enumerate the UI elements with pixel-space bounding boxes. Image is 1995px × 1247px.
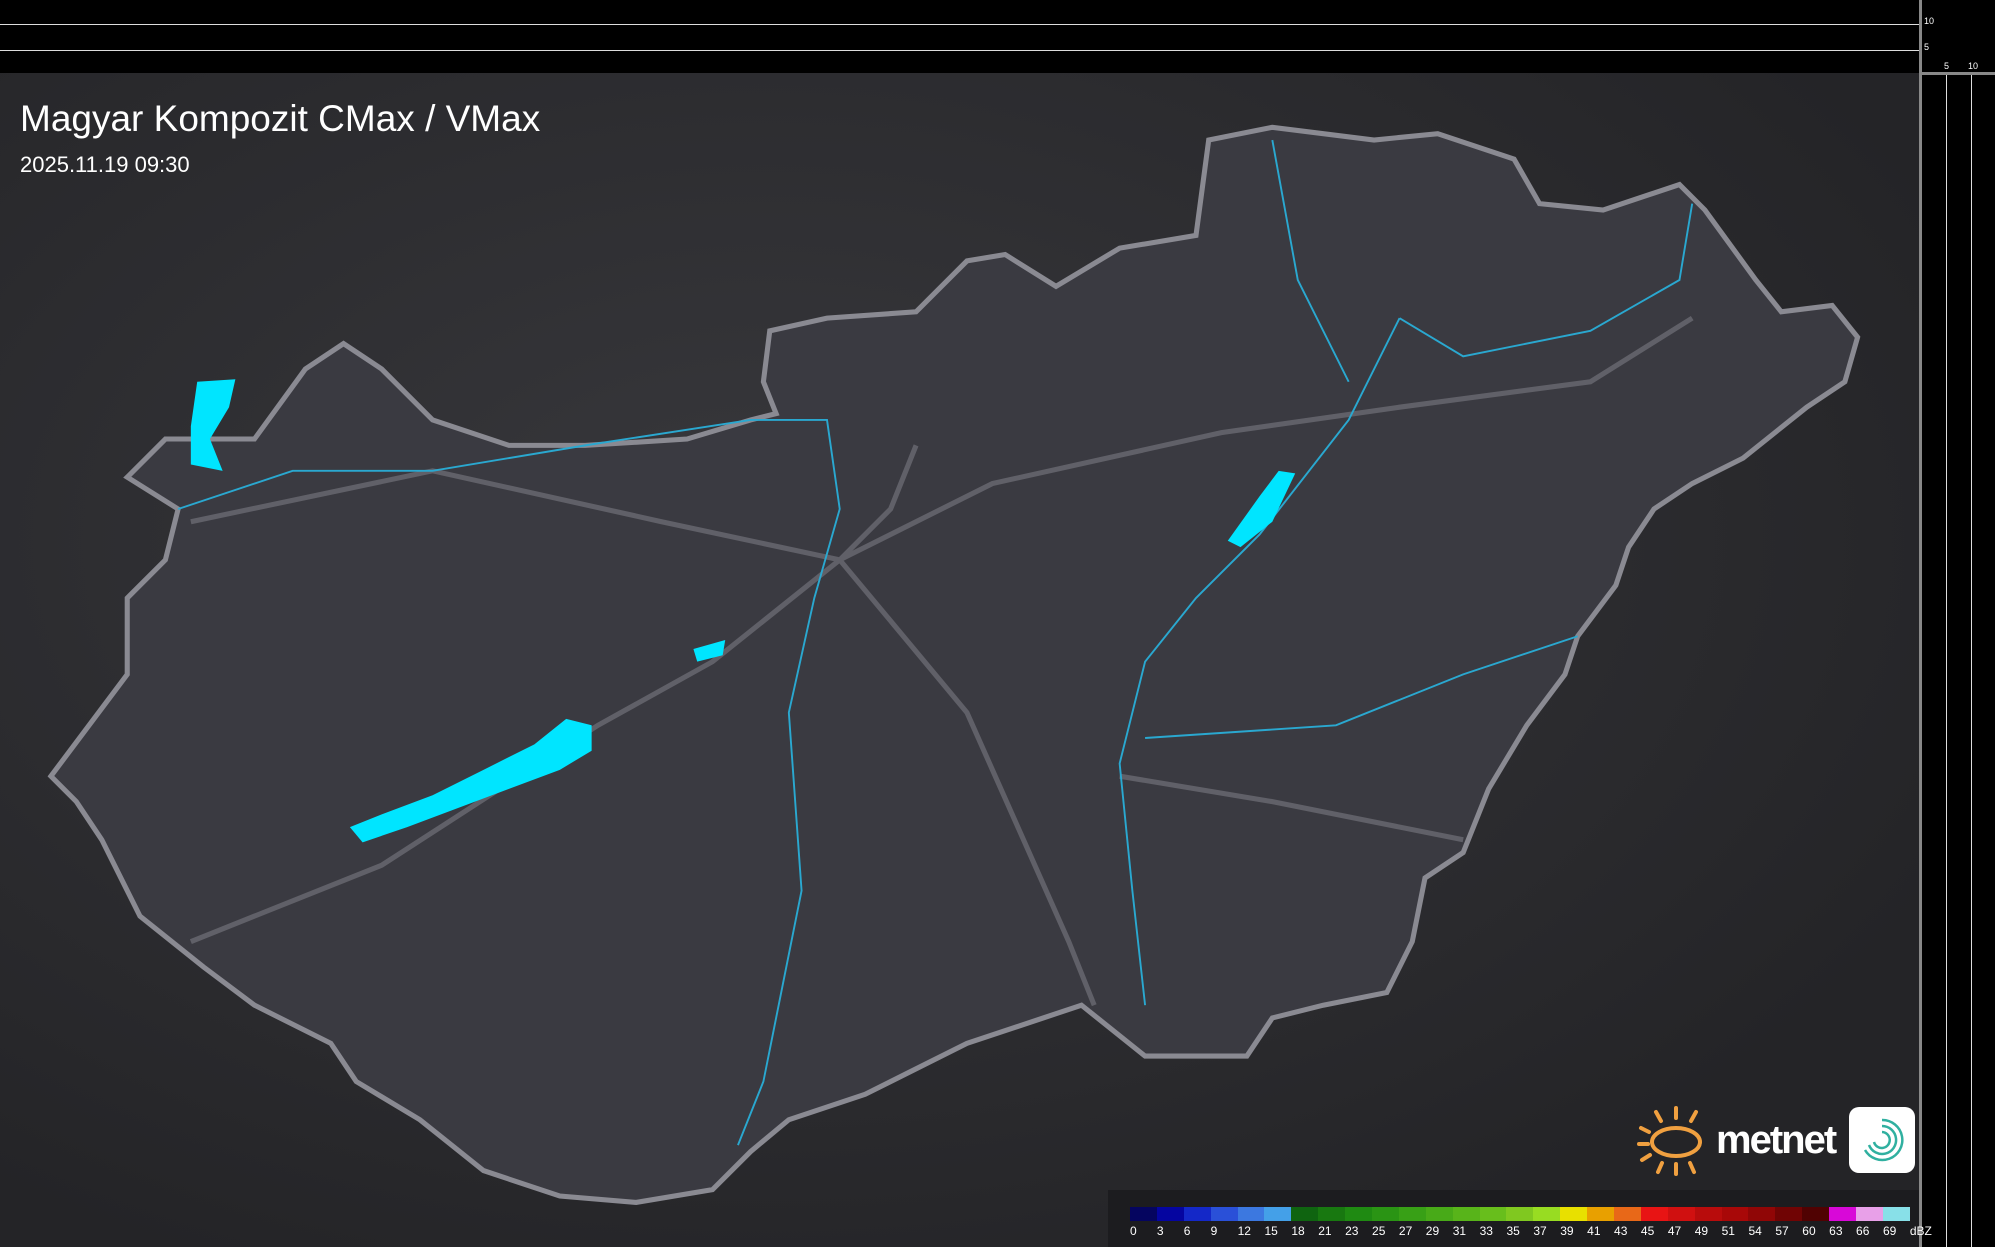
tick-label: 5 xyxy=(1944,61,1950,71)
scale-swatch xyxy=(1640,1207,1668,1221)
scale-swatch xyxy=(1614,1207,1641,1221)
scale-swatch xyxy=(1882,1207,1910,1221)
lake-tisza xyxy=(1227,470,1296,548)
scale-label: 35 xyxy=(1506,1224,1520,1238)
scale-label: 33 xyxy=(1479,1224,1493,1238)
scale-swatch xyxy=(1479,1207,1507,1221)
scale-label: 15 xyxy=(1264,1224,1278,1238)
scale-swatch xyxy=(1587,1207,1615,1221)
lake-velence xyxy=(693,640,726,662)
scale-label: 25 xyxy=(1372,1224,1386,1238)
country-hungary xyxy=(47,124,1861,1205)
scale-swatch xyxy=(1560,1207,1588,1221)
roads xyxy=(189,315,1694,1007)
panel-separator xyxy=(1919,72,1995,75)
scale-swatch xyxy=(1237,1207,1265,1221)
scale-label: 57 xyxy=(1775,1224,1789,1238)
scale-label: 27 xyxy=(1398,1224,1413,1238)
scale-swatch xyxy=(1345,1207,1373,1221)
scale-label: 39 xyxy=(1560,1224,1574,1238)
scale-label: 31 xyxy=(1452,1224,1467,1238)
gridline-5 xyxy=(0,50,1919,51)
scale-label: 63 xyxy=(1829,1224,1843,1238)
scale-label: 51 xyxy=(1721,1224,1735,1238)
scale-label: 69 xyxy=(1882,1224,1897,1238)
scale-swatch xyxy=(1318,1207,1346,1221)
radar-map[interactable] xyxy=(0,73,1919,1247)
scale-swatch xyxy=(1291,1207,1319,1221)
scale-label: 9 xyxy=(1210,1224,1218,1238)
lakes xyxy=(190,379,1296,843)
profile-side-panel: 10 5 5 10 xyxy=(1919,0,1995,1247)
map-title: Magyar Kompozit CMax / VMax xyxy=(20,98,541,139)
lake-neusiedl xyxy=(190,379,236,471)
app-logo xyxy=(1849,1107,1916,1173)
gridline-5 xyxy=(1946,75,1947,1247)
scale-label: 3 xyxy=(1156,1224,1164,1238)
scale-swatch xyxy=(1667,1207,1695,1221)
scale-swatch xyxy=(1425,1207,1453,1221)
tick-label: 5 xyxy=(1924,42,1930,52)
scale-swatch xyxy=(1775,1207,1803,1221)
scale-swatch xyxy=(1398,1207,1426,1221)
scale-swatch xyxy=(1829,1207,1857,1221)
scale-swatch xyxy=(1802,1207,1830,1221)
scale-label: 66 xyxy=(1856,1224,1870,1238)
scale-swatch xyxy=(1130,1207,1157,1221)
scale-swatch xyxy=(1372,1207,1399,1221)
tick-label: 10 xyxy=(1968,61,1979,71)
scale-label: 43 xyxy=(1614,1224,1628,1238)
sun-icon xyxy=(1637,1106,1702,1176)
scale-label: 23 xyxy=(1345,1224,1359,1238)
scale-label: 12 xyxy=(1237,1224,1251,1238)
gridline-10 xyxy=(0,24,1919,25)
swirl-icon xyxy=(1864,1118,1904,1162)
scale-swatch xyxy=(1506,1207,1534,1221)
gridline-10 xyxy=(1971,75,1972,1247)
scale-swatch xyxy=(1694,1207,1722,1221)
dbz-legend: 0 3 6 9 12 15 18 21 23 25 27 29 31 33 35 37 39 41 43 45 47 49… xyxy=(1108,1190,1932,1247)
scale-label: 49 xyxy=(1694,1224,1709,1238)
scale-swatch xyxy=(1748,1207,1776,1221)
scale-label: 0 xyxy=(1130,1224,1137,1238)
metnet-logo: metnet xyxy=(1636,1104,1916,1176)
scale-swatch xyxy=(1721,1207,1749,1221)
color-scale xyxy=(1130,1207,1910,1221)
lake-balaton xyxy=(349,718,592,843)
scale-label: 6 xyxy=(1183,1224,1191,1238)
scale-swatch xyxy=(1264,1207,1292,1221)
scale-swatch xyxy=(1533,1207,1561,1221)
tick-label: 10 xyxy=(1924,16,1935,26)
scale-label: 60 xyxy=(1802,1224,1816,1238)
scale-label: 45 xyxy=(1640,1224,1655,1238)
panel-separator xyxy=(1919,0,1922,1247)
scale-label: 41 xyxy=(1587,1224,1601,1238)
scale-swatch xyxy=(1452,1207,1480,1221)
brand-name: metnet xyxy=(1716,1117,1837,1162)
rivers xyxy=(177,139,1694,1146)
scale-label: 18 xyxy=(1291,1224,1305,1238)
scale-unit: dBZ xyxy=(1909,1224,1932,1238)
scale-swatch xyxy=(1210,1207,1238,1221)
profile-top-panel xyxy=(0,0,1919,73)
scale-swatch xyxy=(1156,1207,1184,1221)
map-timestamp: 2025.11.19 09:30 xyxy=(20,152,190,177)
scale-labels: 0 3 6 9 12 15 18 21 23 25 27 29 31 33 35 37 39 41 43 45 47 49… xyxy=(1130,1224,1937,1238)
scale-label: 47 xyxy=(1667,1224,1682,1238)
scale-label: 37 xyxy=(1533,1224,1547,1238)
scale-label: 21 xyxy=(1318,1224,1332,1238)
scale-label: 29 xyxy=(1425,1224,1440,1238)
scale-swatch xyxy=(1856,1207,1883,1221)
scale-swatch xyxy=(1183,1207,1211,1221)
scale-label: 54 xyxy=(1748,1224,1762,1238)
